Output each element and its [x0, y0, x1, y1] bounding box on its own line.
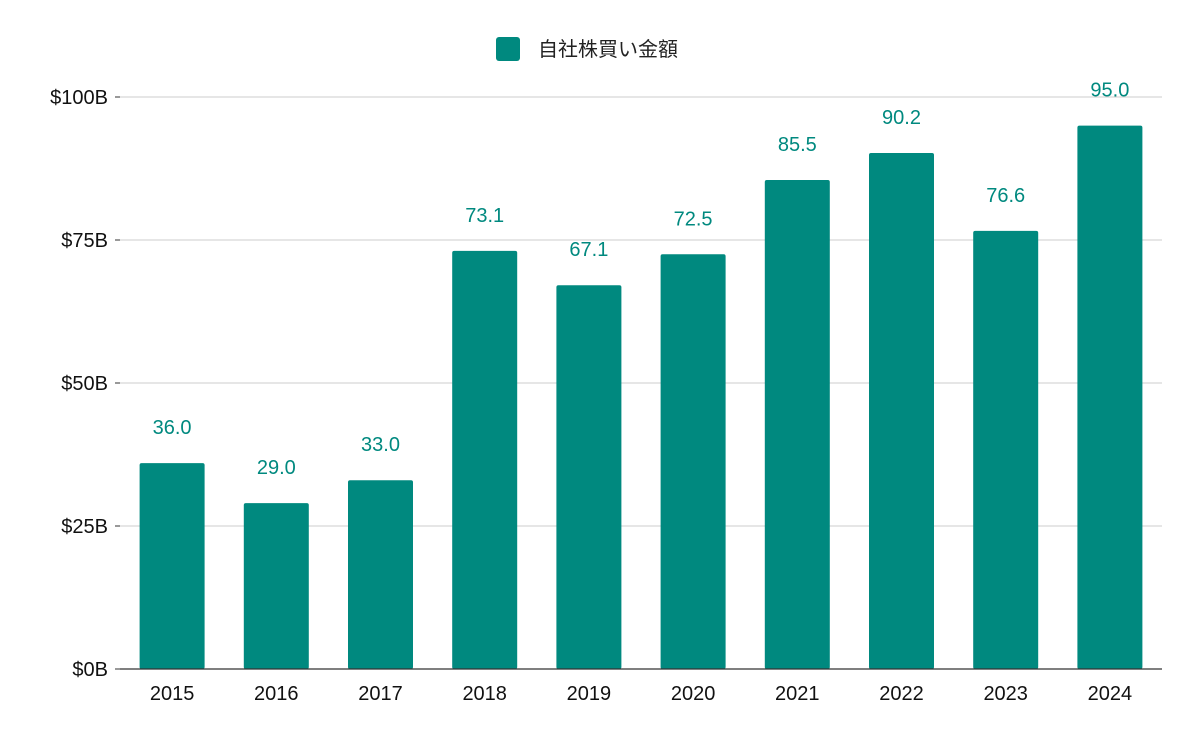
y-tick-label: $75B: [61, 230, 108, 252]
legend: 自社株買い金額: [496, 37, 678, 61]
bar: [660, 254, 726, 670]
x-tick-label: 2024: [1088, 683, 1133, 705]
data-label: 33.0: [361, 434, 400, 456]
x-tick-label: 2023: [983, 683, 1028, 705]
y-tick-label: $50B: [61, 373, 108, 395]
x-tick-label: 2017: [358, 683, 403, 705]
x-tick-label: 2016: [254, 683, 299, 705]
data-label: 95.0: [1090, 80, 1129, 102]
legend-swatch: [496, 37, 520, 61]
x-tick-label: 2018: [462, 683, 507, 705]
value-labels: 36.0 29.0 33.0 73.1 67.1 72.5 85.5 90.2 76.6 95.0: [153, 80, 1130, 480]
bar: [1077, 125, 1143, 670]
data-label: 72.5: [674, 208, 713, 230]
bar: [764, 179, 830, 669]
y-tick-label: $25B: [61, 516, 108, 538]
data-label: 67.1: [569, 239, 608, 261]
y-tick-label: $0B: [72, 659, 108, 681]
bars: [139, 125, 1143, 670]
legend-label: 自社株買い金額: [538, 37, 678, 61]
data-label: 36.0: [153, 417, 192, 439]
data-label: 29.0: [257, 457, 296, 479]
y-tick-label: $100B: [50, 87, 108, 109]
x-axis: 2015 2016 2017 2018 2019 2020 2021 2022 2023 2024: [120, 668, 1162, 705]
x-tick-label: 2019: [567, 683, 612, 705]
x-tick-label: 2015: [150, 683, 195, 705]
y-axis: $0B $25B $50B $75B $100B: [50, 87, 120, 681]
bar: [452, 250, 518, 670]
data-label: 73.1: [465, 205, 504, 227]
data-label: 90.2: [882, 107, 921, 129]
bar: [973, 230, 1039, 669]
bar: [243, 503, 309, 669]
bar: [869, 153, 934, 669]
bar: [348, 480, 413, 669]
x-tick-label: 2022: [879, 683, 924, 705]
x-tick-label: 2021: [775, 683, 820, 705]
data-label: 76.6: [986, 185, 1025, 207]
x-tick-label: 2020: [671, 683, 716, 705]
data-label: 85.5: [778, 134, 817, 156]
bar: [556, 285, 622, 669]
bar: [139, 463, 205, 669]
